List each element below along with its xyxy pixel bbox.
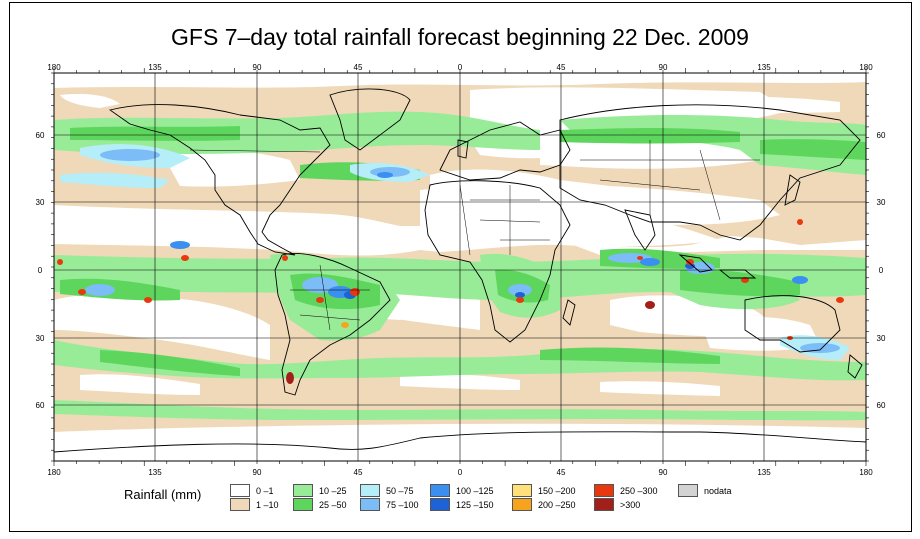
graticule [54, 73, 866, 461]
lat-tick-label: 60 [36, 131, 45, 140]
legend-swatch [230, 484, 250, 497]
lon-tick-label: 45 [557, 468, 566, 477]
lon-tick-label: 135 [148, 63, 162, 72]
lat-tick-label: 30 [36, 334, 45, 343]
legend-label: 75 –100 [386, 500, 419, 510]
frame-ticks [51, 68, 869, 466]
legend-swatch [594, 498, 614, 511]
lon-tick-label: 90 [253, 468, 262, 477]
legend-swatch [678, 484, 698, 497]
figure-frame [9, 2, 912, 532]
lon-tick-label: 90 [659, 63, 668, 72]
legend-label: 125 –150 [456, 500, 494, 510]
legend-label: 1 –10 [256, 500, 279, 510]
legend-label: 25 –50 [319, 500, 347, 510]
lat-tick-label: 60 [877, 401, 886, 410]
lat-tick-labels-left: 60 30 0 30 60 [36, 131, 45, 410]
lat-tick-label: 60 [36, 401, 45, 410]
legend-swatch [293, 484, 313, 497]
lon-tick-label: 45 [354, 63, 363, 72]
legend-label: nodata [704, 486, 732, 496]
lon-tick-labels-top: 180 135 90 45 0 45 90 135 180 [47, 63, 873, 72]
lon-tick-label: 180 [859, 63, 873, 72]
lon-tick-label: 45 [557, 63, 566, 72]
legend-swatch [360, 484, 380, 497]
legend-swatch [512, 484, 532, 497]
map-title: GFS 7–day total rainfall forecast beginn… [171, 24, 749, 50]
legend-swatch [230, 498, 250, 511]
legend-label: >300 [620, 500, 641, 510]
lon-tick-label: 180 [47, 63, 61, 72]
legend-swatch [360, 498, 380, 511]
lon-tick-label: 0 [458, 63, 463, 72]
lat-tick-label: 30 [877, 334, 886, 343]
lon-tick-label: 180 [47, 468, 61, 477]
lat-tick-label: 30 [877, 198, 886, 207]
lon-tick-label: 135 [757, 63, 771, 72]
lat-tick-label: 0 [879, 266, 884, 275]
legend-swatch [430, 498, 450, 511]
lat-tick-labels-right: 60 30 0 30 60 [877, 131, 886, 410]
lon-tick-label: 45 [354, 468, 363, 477]
legend-swatch [293, 498, 313, 511]
legend-label: 150 –200 [538, 486, 576, 496]
lon-tick-label: 90 [253, 63, 262, 72]
legend-label: 200 –250 [538, 500, 576, 510]
legend-swatch [430, 484, 450, 497]
lon-tick-label: 135 [148, 468, 162, 477]
lon-tick-label: 135 [757, 468, 771, 477]
legend-label: 250 –300 [620, 486, 658, 496]
legend-swatch [594, 484, 614, 497]
lat-tick-label: 60 [877, 131, 886, 140]
legend-label: 50 –75 [386, 486, 414, 496]
heavy-rain-spots [57, 219, 844, 384]
legend-label: 100 –125 [456, 486, 494, 496]
rain-100-125-patches [170, 172, 808, 298]
lon-tick-labels-bottom: 180 135 90 45 0 45 90 135 180 [47, 468, 873, 477]
legend-label: 0 –1 [256, 486, 274, 496]
lat-tick-label: 30 [36, 198, 45, 207]
legend-title: Rainfall (mm) [124, 487, 202, 502]
lat-tick-label: 0 [38, 266, 43, 275]
lon-tick-label: 90 [659, 468, 668, 477]
legend-swatch [512, 498, 532, 511]
lon-tick-label: 180 [859, 468, 873, 477]
legend-label: 10 –25 [319, 486, 347, 496]
country-borders [189, 140, 760, 331]
lon-tick-label: 0 [458, 468, 463, 477]
